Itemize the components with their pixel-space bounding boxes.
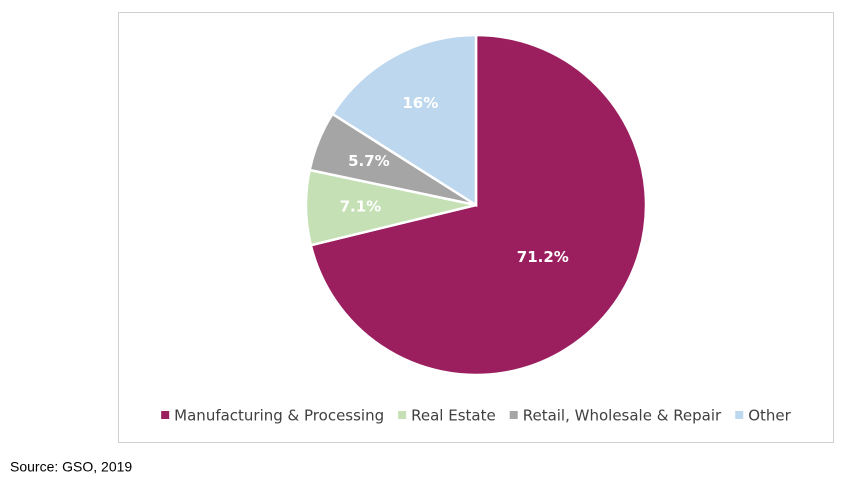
legend-swatch	[735, 411, 744, 419]
legend-swatch	[509, 411, 518, 419]
legend-label: Real Estate	[411, 407, 496, 425]
pie-slice	[330, 33, 478, 208]
source-note: Source: GSO, 2019	[10, 459, 132, 475]
data-label: 16%	[402, 94, 438, 112]
pie-slice	[309, 33, 648, 377]
data-label: 7.1%	[340, 197, 382, 215]
legend-label: Other	[748, 407, 791, 425]
data-label: 5.7%	[348, 152, 390, 170]
legend-swatch	[161, 411, 170, 419]
data-label: 71.2%	[517, 248, 569, 266]
legend-swatch	[398, 411, 407, 419]
legend-label: Retail, Wholesale & Repair	[523, 407, 722, 425]
legend-label: Manufacturing & Processing	[174, 407, 384, 425]
